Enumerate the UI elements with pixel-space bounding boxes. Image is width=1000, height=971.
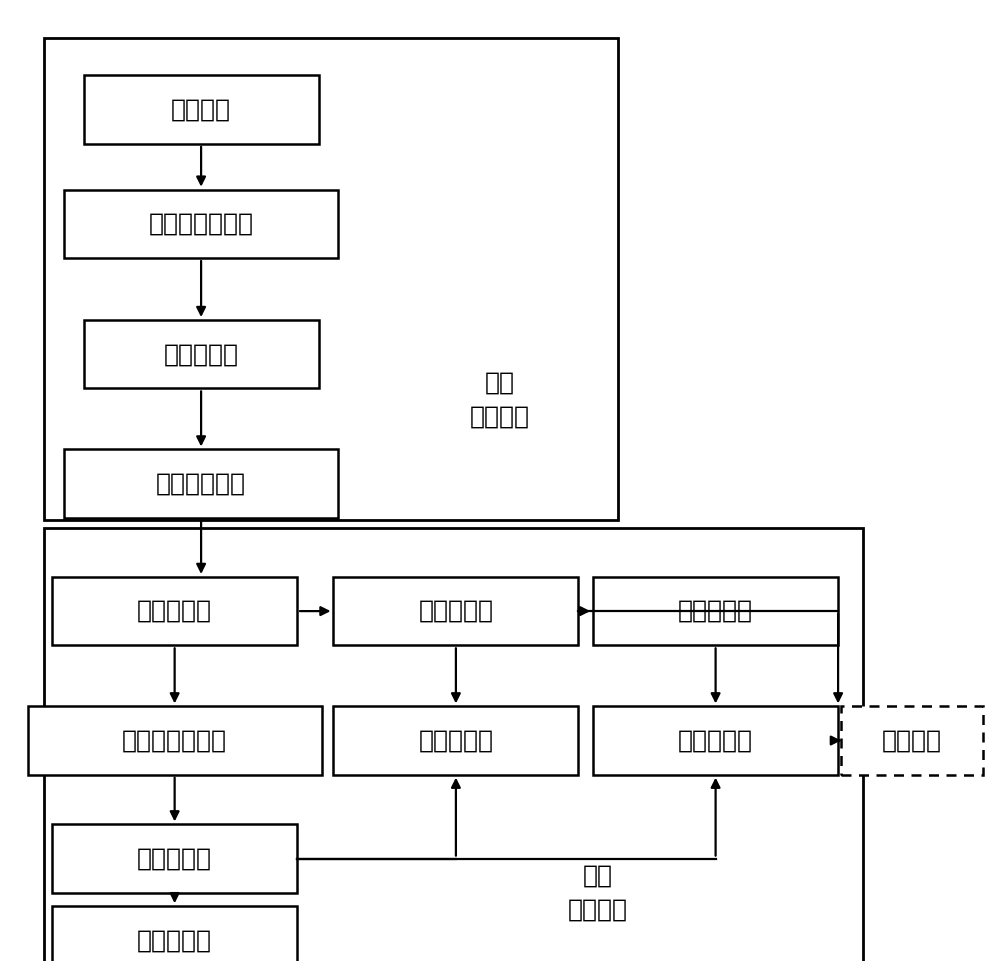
Bar bbox=[52, 577, 297, 646]
Bar bbox=[64, 189, 338, 258]
Text: 显示子单元: 显示子单元 bbox=[137, 928, 212, 953]
Text: 耦合声腔: 耦合声腔 bbox=[171, 98, 231, 121]
Text: 编码子单元: 编码子单元 bbox=[418, 599, 493, 623]
Text: 信号
检测单元: 信号 检测单元 bbox=[470, 371, 530, 428]
Bar bbox=[84, 76, 319, 144]
Bar bbox=[84, 319, 319, 388]
Bar bbox=[333, 706, 578, 775]
Text: 存储子单元: 存储子单元 bbox=[418, 728, 493, 753]
Text: 特征识别子单元: 特征识别子单元 bbox=[122, 728, 227, 753]
Bar bbox=[333, 577, 578, 646]
Text: 处理子单元: 处理子单元 bbox=[137, 599, 212, 623]
Bar bbox=[593, 577, 838, 646]
Text: 其它设备: 其它设备 bbox=[882, 728, 942, 753]
Bar bbox=[28, 706, 322, 775]
Bar bbox=[44, 528, 863, 971]
Bar bbox=[64, 450, 338, 518]
Bar bbox=[593, 706, 838, 775]
Bar bbox=[52, 906, 297, 971]
Bar bbox=[52, 824, 297, 892]
Text: 抗混叠滤波器: 抗混叠滤波器 bbox=[156, 472, 246, 495]
Text: 声电转换子单元: 声电转换子单元 bbox=[149, 212, 254, 236]
Text: 信号
处理单元: 信号 处理单元 bbox=[568, 864, 628, 921]
Bar bbox=[841, 706, 983, 775]
Text: 播放子单元: 播放子单元 bbox=[678, 599, 753, 623]
Text: 交互子单元: 交互子单元 bbox=[678, 728, 753, 753]
Text: 计算子单元: 计算子单元 bbox=[137, 847, 212, 871]
Bar bbox=[44, 38, 618, 519]
Text: 前置放大器: 前置放大器 bbox=[164, 342, 239, 366]
